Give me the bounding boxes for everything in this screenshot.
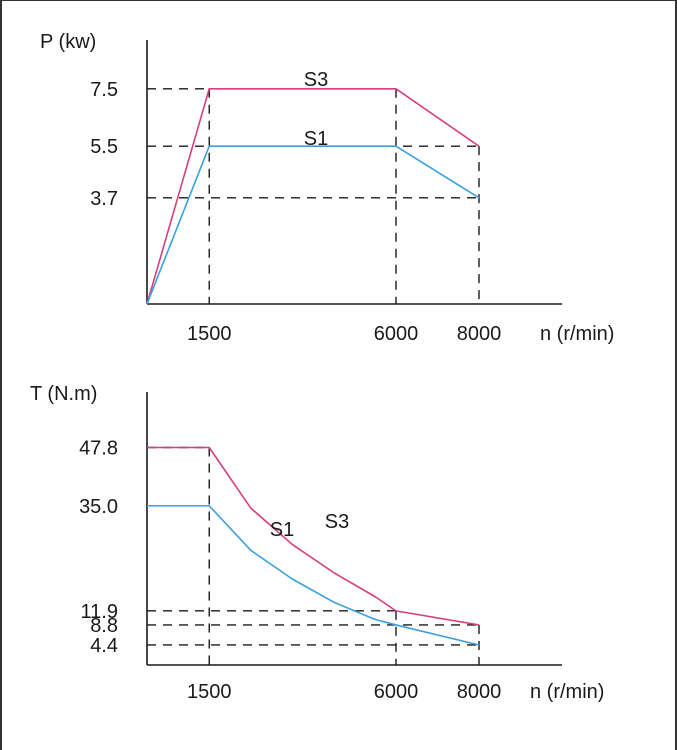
series-label-s3: S3 xyxy=(304,69,328,91)
y-tick-label: 35.0 xyxy=(79,496,118,518)
x-tick-label: 1500 xyxy=(187,681,232,703)
torque-chart: T (N.m) n (r/min) 1500 6000 8000 47.8 35.0 11… xyxy=(30,383,604,703)
series-label-s1: S1 xyxy=(304,128,328,150)
x-tick-label: 8000 xyxy=(457,681,502,703)
y-tick-label: 4.4 xyxy=(90,635,118,657)
y-tick-label: 5.5 xyxy=(90,136,118,158)
y-tick-label: 8.8 xyxy=(90,615,118,637)
series-line-s1 xyxy=(146,145,480,305)
series-line-s1 xyxy=(147,504,480,646)
y-tick-label: 11.9 xyxy=(81,601,118,623)
y-tick-label: 3.7 xyxy=(90,188,118,210)
power-chart: P (kw) n (r/min) 1500 6000 8000 7.5 5.5 3.7 S3… xyxy=(40,31,614,345)
series-line-s3 xyxy=(146,87,480,305)
power-x-axis-label: n (r/min) xyxy=(540,323,614,345)
y-tick-label: 7.5 xyxy=(90,79,118,101)
x-tick-label: 6000 xyxy=(374,323,419,345)
x-tick-label: 8000 xyxy=(457,323,502,345)
torque-y-axis-label: T (N.m) xyxy=(30,383,97,405)
x-tick-label: 6000 xyxy=(374,681,419,703)
y-tick-label: 47.8 xyxy=(79,438,118,460)
power-y-axis-label: P (kw) xyxy=(40,31,96,53)
x-tick-label: 1500 xyxy=(187,323,232,345)
series-label-s3: S3 xyxy=(325,511,349,533)
series-label-s1: S1 xyxy=(270,519,294,541)
series-line-s3 xyxy=(147,446,480,626)
torque-x-axis-label: n (r/min) xyxy=(530,681,604,703)
